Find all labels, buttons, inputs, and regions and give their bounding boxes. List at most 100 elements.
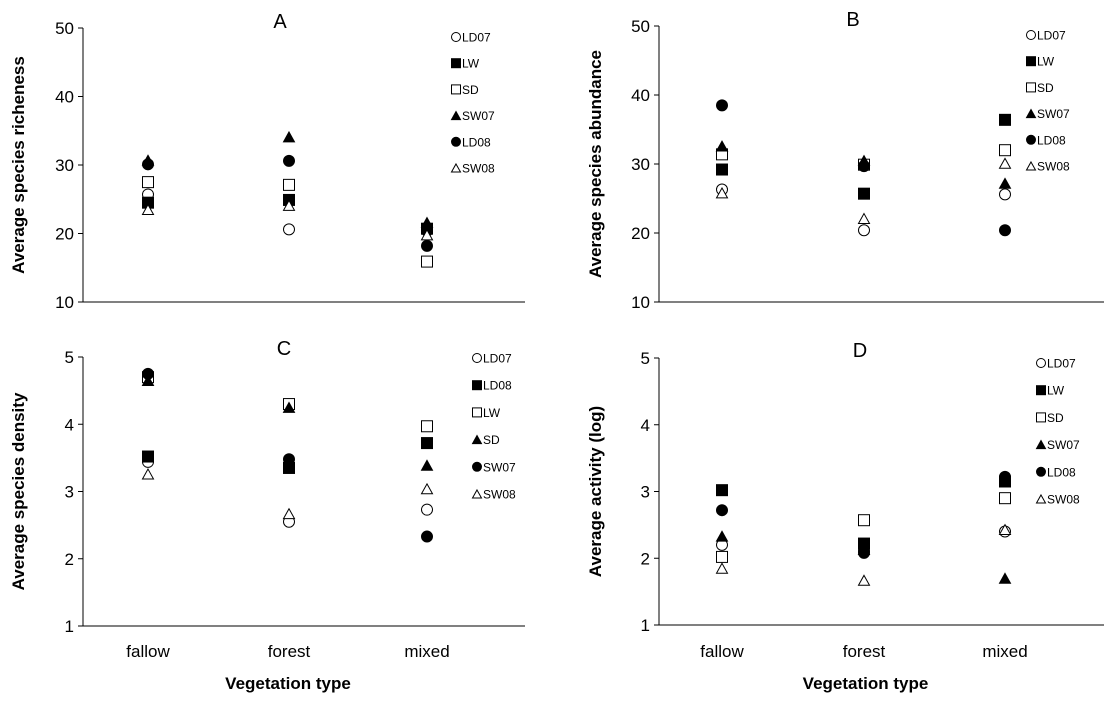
y-tick-label: 10	[631, 293, 650, 312]
legend-label: LD08	[1047, 465, 1076, 479]
legend-label: SW08	[462, 162, 495, 176]
series-sw08	[715, 157, 1012, 224]
legend-item-sw08: SW08	[1025, 160, 1070, 174]
legend-label: LD07	[1047, 357, 1076, 371]
legend-label: SD	[1037, 81, 1054, 95]
legend: LD07 LW SD SW07 LD08 SW08	[1035, 357, 1080, 507]
x-tick-label-forest: forest	[268, 642, 311, 661]
legend-marker-lw	[451, 58, 461, 69]
legend-item-ld08: LD08	[1026, 133, 1066, 147]
legend-item-lw: LW	[1036, 384, 1065, 398]
point-sw08-mixed	[420, 228, 434, 241]
legend-item-sw07: SW07	[472, 460, 516, 474]
legend-marker-ld07	[1036, 358, 1046, 368]
y-axis-title: Average activity (log)	[586, 406, 605, 577]
point-ld08-fallow	[142, 158, 154, 171]
point-sw08-mixed	[420, 482, 434, 495]
point-sd-fallow	[141, 374, 155, 386]
y-tick-label: 3	[641, 483, 650, 502]
legend-label: LD07	[462, 31, 491, 45]
y-tick-label: 50	[55, 19, 74, 38]
point-lw-fallow	[716, 163, 728, 176]
legend-label: LW	[1047, 384, 1065, 398]
point-sw08-forest	[857, 574, 871, 586]
x-tick-label-mixed: mixed	[982, 642, 1027, 661]
legend-item-sw07: SW07	[450, 109, 495, 123]
point-sd-mixed	[999, 492, 1011, 505]
point-sw07-mixed	[998, 177, 1012, 189]
point-ld08-forest	[858, 160, 870, 173]
legend-label: LD07	[1037, 29, 1066, 43]
legend-marker-sd	[471, 434, 483, 445]
point-sd-mixed	[999, 144, 1011, 157]
point-ld08-fallow	[142, 450, 154, 463]
y-tick-label: 5	[65, 348, 74, 367]
legend-item-sw08: SW08	[471, 488, 516, 502]
legend-item-sd: SD	[451, 83, 479, 97]
point-sd-forest	[858, 514, 870, 527]
legend-marker-lw	[1036, 385, 1046, 396]
panel-c: 1 2 3 4 5 Average species density fallow forest…	[9, 338, 525, 693]
y-tick-label: 20	[631, 224, 650, 243]
x-axis-title: Vegetation type	[803, 674, 929, 693]
legend-label: LW	[462, 57, 480, 71]
point-sw08-fallow	[715, 187, 729, 199]
legend-item-lw: LW	[472, 406, 501, 420]
legend-item-ld08: LD08	[1036, 465, 1076, 479]
panel-d: 1 2 3 4 5 Average activity (log) fallow forest m…	[586, 340, 1104, 693]
point-sd-fallow	[716, 550, 728, 563]
legend-item-sd: SD	[1026, 81, 1054, 95]
point-sw07-mixed	[420, 216, 434, 228]
legend-marker-sd	[1036, 412, 1046, 423]
point-sw07-forest	[282, 130, 296, 143]
panel-letter: B	[846, 9, 859, 31]
point-ld08-fallow	[716, 504, 728, 517]
legend-label: LD08	[462, 135, 491, 149]
y-tick-label: 20	[55, 225, 74, 244]
legend-label: LD07	[483, 352, 512, 366]
legend-item-sw08: SW08	[1035, 493, 1080, 507]
legend-marker-lw	[472, 407, 482, 418]
legend-marker-lw	[1026, 56, 1036, 67]
point-ld07-forest	[283, 223, 295, 236]
y-tick-label: 4	[641, 416, 650, 435]
legend-label: LW	[483, 406, 501, 420]
y-tick-label: 40	[55, 88, 74, 107]
series-ld08	[142, 437, 433, 474]
series-sw07	[142, 367, 433, 543]
legend-marker-ld07	[472, 353, 482, 363]
point-sw07-mixed	[421, 530, 433, 543]
point-sw08-forest	[282, 199, 296, 211]
y-axis-title: Average species richeness	[9, 56, 28, 274]
panel-letter: C	[277, 338, 291, 360]
y-tick-label: 40	[631, 86, 650, 105]
legend-item-sw07: SW07	[1025, 107, 1070, 121]
legend-item-sd: SD	[471, 433, 500, 447]
panel-letter: D	[853, 340, 867, 362]
series-lw	[716, 475, 1011, 550]
point-sw08-fallow	[141, 468, 155, 480]
point-sd-fallow	[142, 176, 154, 189]
legend-marker-ld08	[1026, 134, 1036, 145]
series-sd	[142, 176, 433, 268]
legend-item-ld07: LD07	[1036, 357, 1076, 371]
point-lw-mixed	[999, 113, 1011, 126]
legend-label: LW	[1037, 55, 1055, 69]
legend-label: LD08	[483, 379, 512, 393]
legend-label: SW08	[1037, 160, 1070, 174]
point-ld08-mixed	[999, 224, 1011, 237]
point-sw07-fallow	[715, 140, 729, 152]
point-sd-mixed	[421, 255, 433, 268]
legend-marker-ld08	[451, 136, 461, 147]
legend-item-sw08: SW08	[450, 162, 495, 176]
y-tick-label: 10	[55, 293, 74, 312]
y-tick-label: 30	[631, 155, 650, 174]
point-sw08-mixed	[998, 157, 1012, 169]
point-ld08-mixed	[421, 239, 433, 252]
point-sw07-fallow	[142, 367, 154, 380]
point-sw08-forest	[282, 507, 296, 520]
legend-marker-sw07	[450, 110, 462, 121]
legend-marker-sd	[451, 84, 461, 95]
point-lw-fallow	[716, 484, 728, 497]
